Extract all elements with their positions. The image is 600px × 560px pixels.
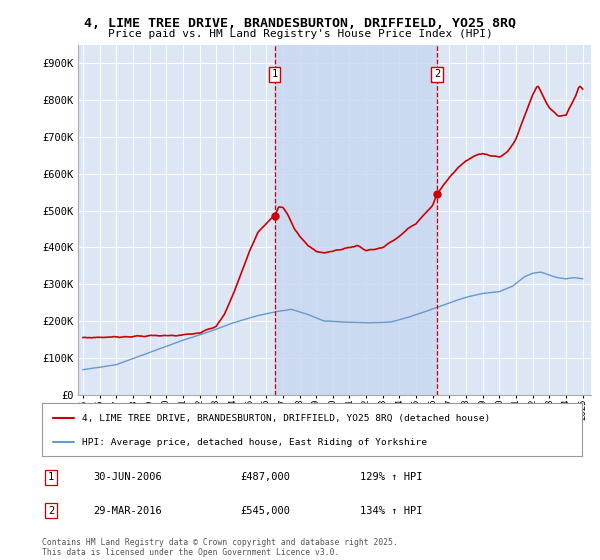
Text: 2: 2 bbox=[48, 506, 54, 516]
Text: HPI: Average price, detached house, East Riding of Yorkshire: HPI: Average price, detached house, East… bbox=[83, 437, 427, 446]
Text: 2: 2 bbox=[434, 69, 440, 80]
Text: 4, LIME TREE DRIVE, BRANDESBURTON, DRIFFIELD, YO25 8RQ (detached house): 4, LIME TREE DRIVE, BRANDESBURTON, DRIFF… bbox=[83, 414, 491, 423]
Text: £487,000: £487,000 bbox=[240, 472, 290, 482]
Text: 1: 1 bbox=[48, 472, 54, 482]
Text: £545,000: £545,000 bbox=[240, 506, 290, 516]
Text: 129% ↑ HPI: 129% ↑ HPI bbox=[360, 472, 422, 482]
Text: 4, LIME TREE DRIVE, BRANDESBURTON, DRIFFIELD, YO25 8RQ: 4, LIME TREE DRIVE, BRANDESBURTON, DRIFF… bbox=[84, 17, 516, 30]
Text: 134% ↑ HPI: 134% ↑ HPI bbox=[360, 506, 422, 516]
Text: Contains HM Land Registry data © Crown copyright and database right 2025.
This d: Contains HM Land Registry data © Crown c… bbox=[42, 538, 398, 557]
Text: 1: 1 bbox=[271, 69, 278, 80]
Text: 30-JUN-2006: 30-JUN-2006 bbox=[93, 472, 162, 482]
Text: 29-MAR-2016: 29-MAR-2016 bbox=[93, 506, 162, 516]
Text: Price paid vs. HM Land Registry's House Price Index (HPI): Price paid vs. HM Land Registry's House … bbox=[107, 29, 493, 39]
Bar bbox=[275, 45, 437, 395]
